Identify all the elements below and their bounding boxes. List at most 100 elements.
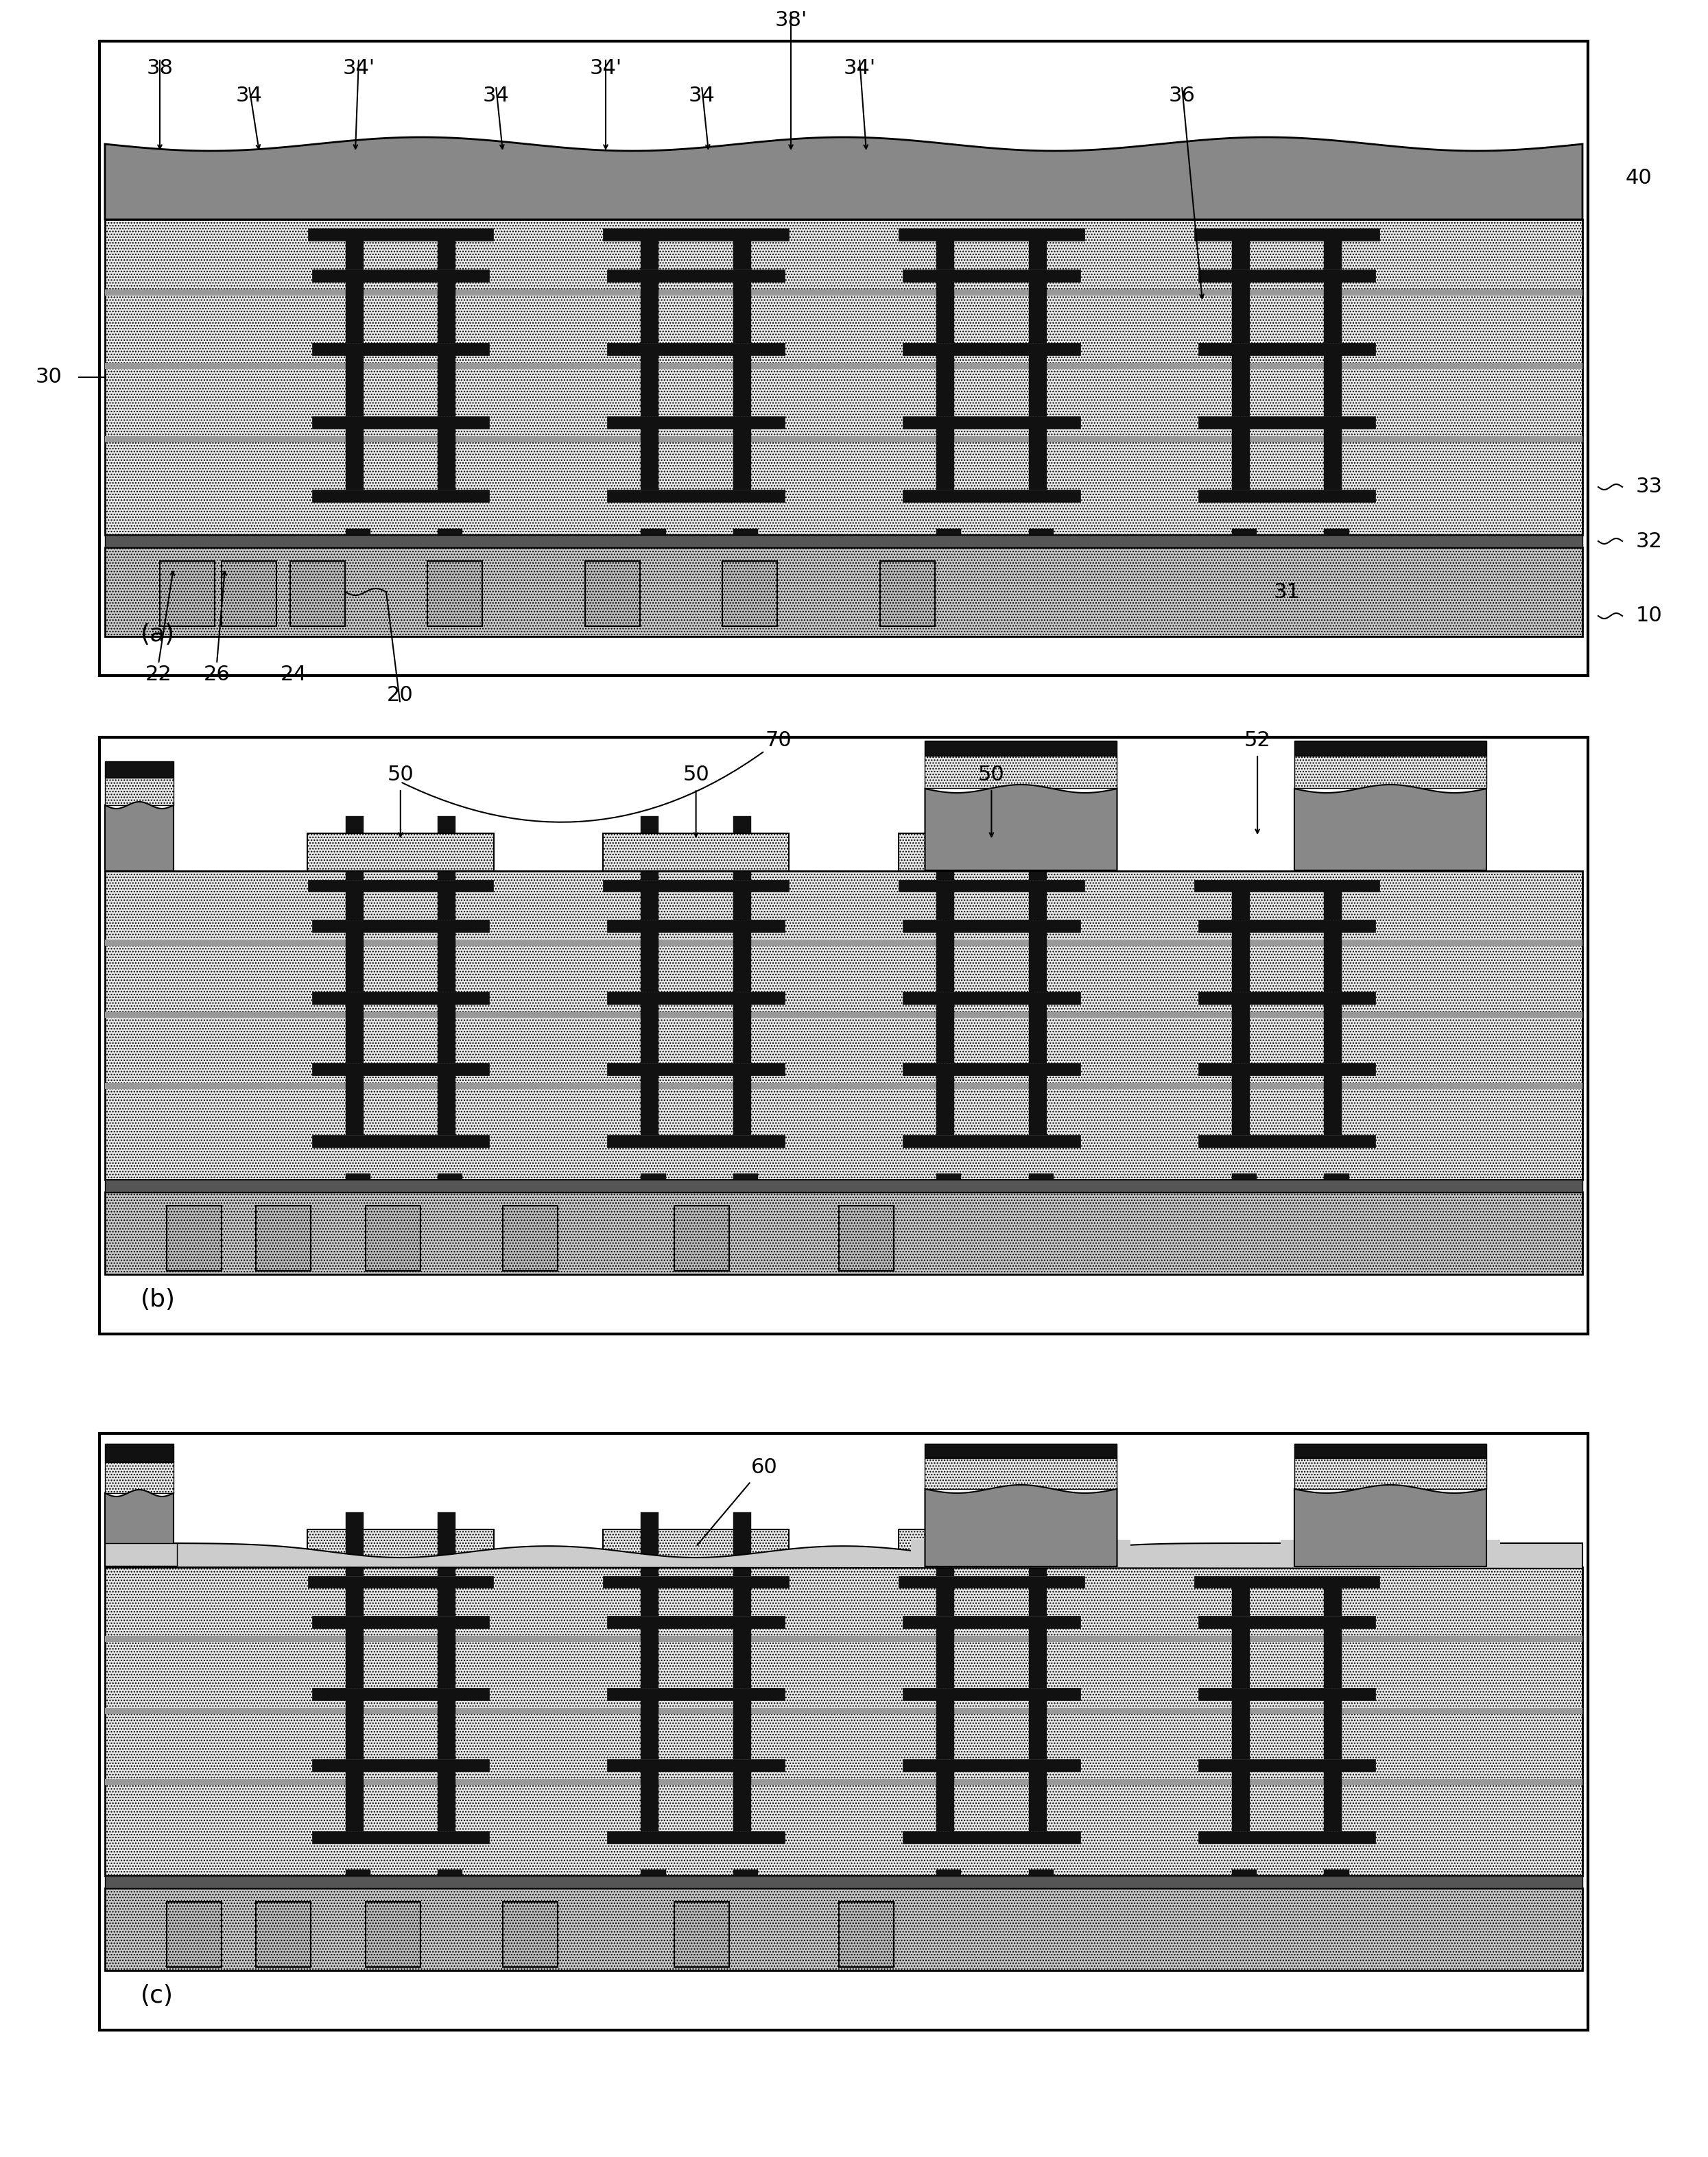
Bar bbox=[104, 535, 1583, 548]
Bar bbox=[936, 528, 962, 544]
Bar bbox=[290, 561, 345, 626]
Bar bbox=[313, 1687, 488, 1700]
Bar bbox=[733, 1588, 752, 1616]
Text: 34': 34' bbox=[343, 58, 376, 78]
Bar bbox=[437, 429, 456, 490]
Bar bbox=[1324, 283, 1342, 343]
Text: 60: 60 bbox=[752, 1458, 777, 1478]
Bar bbox=[1028, 242, 1047, 270]
Bar bbox=[603, 1529, 789, 1568]
Bar bbox=[345, 891, 364, 919]
Text: 40: 40 bbox=[1626, 168, 1652, 188]
Text: 50: 50 bbox=[683, 766, 709, 785]
Bar bbox=[104, 1568, 1583, 1877]
Bar bbox=[640, 356, 659, 416]
Bar bbox=[437, 283, 456, 343]
Bar bbox=[640, 429, 659, 490]
Bar bbox=[640, 1173, 666, 1189]
Bar bbox=[1324, 1588, 1342, 1616]
Bar bbox=[437, 1512, 456, 1577]
Bar bbox=[904, 416, 1079, 429]
Bar bbox=[880, 561, 934, 626]
Bar bbox=[99, 41, 1588, 675]
Bar bbox=[904, 1831, 1079, 1844]
Bar bbox=[733, 283, 752, 343]
Bar bbox=[1028, 932, 1047, 992]
Text: 36: 36 bbox=[1168, 86, 1196, 106]
Bar bbox=[1231, 1173, 1257, 1189]
Bar bbox=[1231, 1870, 1257, 1885]
Bar bbox=[1194, 880, 1380, 891]
Polygon shape bbox=[104, 802, 174, 871]
Text: 34: 34 bbox=[236, 86, 263, 106]
Bar bbox=[345, 242, 364, 270]
Bar bbox=[733, 429, 752, 490]
Bar bbox=[608, 490, 784, 503]
Text: (a): (a) bbox=[140, 623, 174, 647]
Bar bbox=[256, 1902, 311, 1967]
Bar bbox=[1028, 815, 1047, 880]
Bar bbox=[313, 270, 488, 283]
Bar bbox=[104, 871, 1583, 1180]
Bar bbox=[313, 490, 488, 503]
Bar bbox=[608, 919, 784, 932]
Bar bbox=[437, 815, 456, 880]
Bar bbox=[1281, 1540, 1500, 1568]
Text: 38': 38' bbox=[775, 11, 808, 30]
Text: 22: 22 bbox=[145, 664, 173, 684]
Bar bbox=[640, 1700, 659, 1760]
Bar bbox=[1231, 1003, 1250, 1063]
Bar bbox=[733, 891, 752, 919]
Bar bbox=[1028, 283, 1047, 343]
Bar bbox=[1231, 1629, 1250, 1687]
Text: 24: 24 bbox=[280, 664, 307, 684]
Bar bbox=[1324, 1700, 1342, 1760]
Bar bbox=[502, 1902, 559, 1967]
Bar bbox=[733, 1629, 752, 1687]
Bar bbox=[1231, 283, 1250, 343]
Bar bbox=[1231, 356, 1250, 416]
Bar bbox=[733, 815, 752, 880]
Bar bbox=[898, 880, 1085, 891]
Bar bbox=[608, 1063, 784, 1076]
Bar bbox=[104, 1180, 1583, 1193]
Bar bbox=[904, 270, 1079, 283]
Text: 20: 20 bbox=[386, 684, 413, 705]
Bar bbox=[307, 880, 494, 891]
Bar bbox=[437, 1076, 456, 1135]
Bar bbox=[1295, 755, 1486, 787]
Bar bbox=[640, 932, 659, 992]
Bar bbox=[1231, 528, 1257, 544]
Bar bbox=[733, 1512, 752, 1577]
Text: 32: 32 bbox=[1636, 531, 1662, 550]
Bar bbox=[1028, 1076, 1047, 1135]
Bar bbox=[936, 1700, 955, 1760]
Bar bbox=[640, 1870, 666, 1885]
Bar bbox=[313, 1135, 488, 1148]
Bar bbox=[1324, 1870, 1349, 1885]
Bar bbox=[733, 1870, 758, 1885]
Bar bbox=[1324, 891, 1342, 919]
Bar bbox=[104, 1012, 1583, 1018]
Text: 34: 34 bbox=[688, 86, 716, 106]
Bar bbox=[313, 1616, 488, 1629]
Bar bbox=[936, 1173, 962, 1189]
Bar bbox=[104, 761, 174, 779]
Bar bbox=[345, 283, 364, 343]
Bar bbox=[104, 1708, 1583, 1715]
Bar bbox=[1028, 1512, 1047, 1577]
Polygon shape bbox=[104, 138, 1583, 220]
Bar bbox=[936, 815, 955, 880]
Polygon shape bbox=[926, 785, 1117, 869]
Bar bbox=[345, 1003, 364, 1063]
Bar bbox=[104, 1193, 1583, 1275]
Bar bbox=[104, 1877, 1583, 1887]
Bar bbox=[104, 1542, 178, 1566]
Bar bbox=[912, 1540, 1131, 1568]
Bar bbox=[104, 1462, 174, 1493]
Bar bbox=[904, 1616, 1079, 1629]
Polygon shape bbox=[104, 1542, 1583, 1568]
Bar bbox=[1231, 242, 1250, 270]
Text: 34: 34 bbox=[483, 86, 509, 106]
Bar bbox=[307, 833, 494, 871]
